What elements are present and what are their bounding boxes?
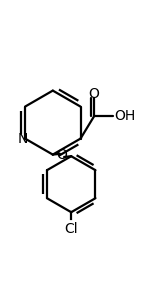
Text: O: O <box>89 87 100 101</box>
Text: OH: OH <box>115 109 136 123</box>
Text: O: O <box>57 148 67 162</box>
Text: Cl: Cl <box>64 222 78 236</box>
Text: N: N <box>18 132 28 146</box>
